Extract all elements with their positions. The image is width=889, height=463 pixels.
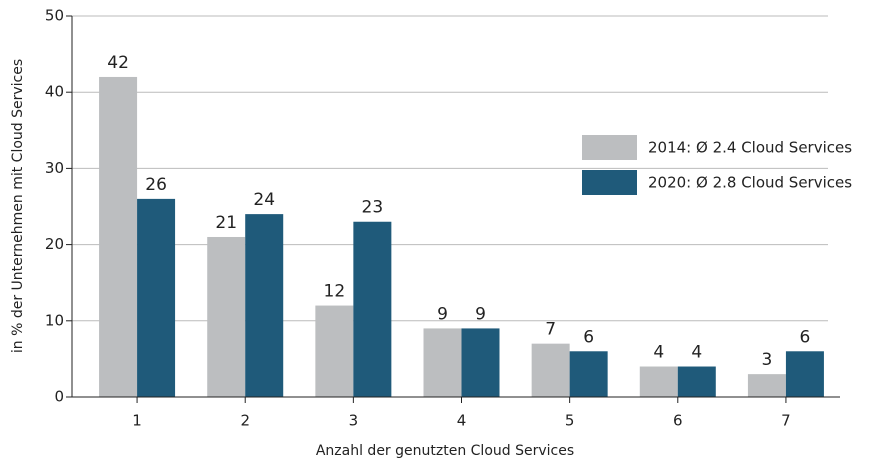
value-label: 4 — [653, 343, 664, 363]
y-axis-label: in % der Unternehmen mit Cloud Services — [10, 59, 26, 353]
y-tick-label: 20 — [45, 235, 64, 253]
value-label: 42 — [107, 53, 129, 73]
x-tick-label: 4 — [457, 412, 467, 430]
y-tick-label: 40 — [45, 83, 64, 101]
x-tick-label: 5 — [565, 412, 575, 430]
y-tick-label: 50 — [45, 7, 64, 25]
x-tick-label: 3 — [349, 412, 359, 430]
bar — [785, 351, 824, 397]
x-tick-label: 2 — [240, 412, 250, 430]
y-tick-label: 0 — [54, 388, 64, 406]
bar — [245, 214, 284, 397]
bar — [461, 328, 500, 397]
bar — [531, 343, 570, 397]
value-label: 24 — [253, 190, 275, 210]
legend-label: 2020: Ø 2.8 Cloud Services — [648, 174, 852, 192]
bar — [569, 351, 608, 397]
bar — [747, 374, 786, 397]
value-label: 6 — [583, 327, 594, 347]
bar — [353, 221, 392, 397]
bar — [639, 366, 678, 397]
legend-swatch — [582, 135, 637, 160]
value-label: 21 — [215, 213, 237, 233]
bar — [677, 366, 716, 397]
x-tick-label: 6 — [673, 412, 683, 430]
value-label: 12 — [324, 282, 346, 302]
value-label: 9 — [475, 304, 486, 324]
value-label: 23 — [362, 198, 384, 218]
value-label: 4 — [691, 343, 702, 363]
y-tick-label: 30 — [45, 159, 64, 177]
legend-swatch — [582, 170, 637, 195]
bar — [137, 198, 176, 397]
value-label: 6 — [800, 327, 811, 347]
value-label: 3 — [762, 350, 773, 370]
bar — [423, 328, 462, 397]
value-label: 7 — [545, 320, 556, 340]
x-tick-label: 1 — [132, 412, 142, 430]
legend-label: 2014: Ø 2.4 Cloud Services — [648, 139, 852, 157]
x-axis-label: Anzahl der genutzten Cloud Services — [316, 443, 574, 459]
value-label: 26 — [145, 175, 167, 195]
bar — [207, 236, 246, 397]
x-tick-label: 7 — [781, 412, 791, 430]
bar — [99, 76, 138, 398]
value-label: 9 — [437, 304, 448, 324]
bar — [315, 305, 354, 397]
y-tick-label: 10 — [45, 311, 64, 329]
